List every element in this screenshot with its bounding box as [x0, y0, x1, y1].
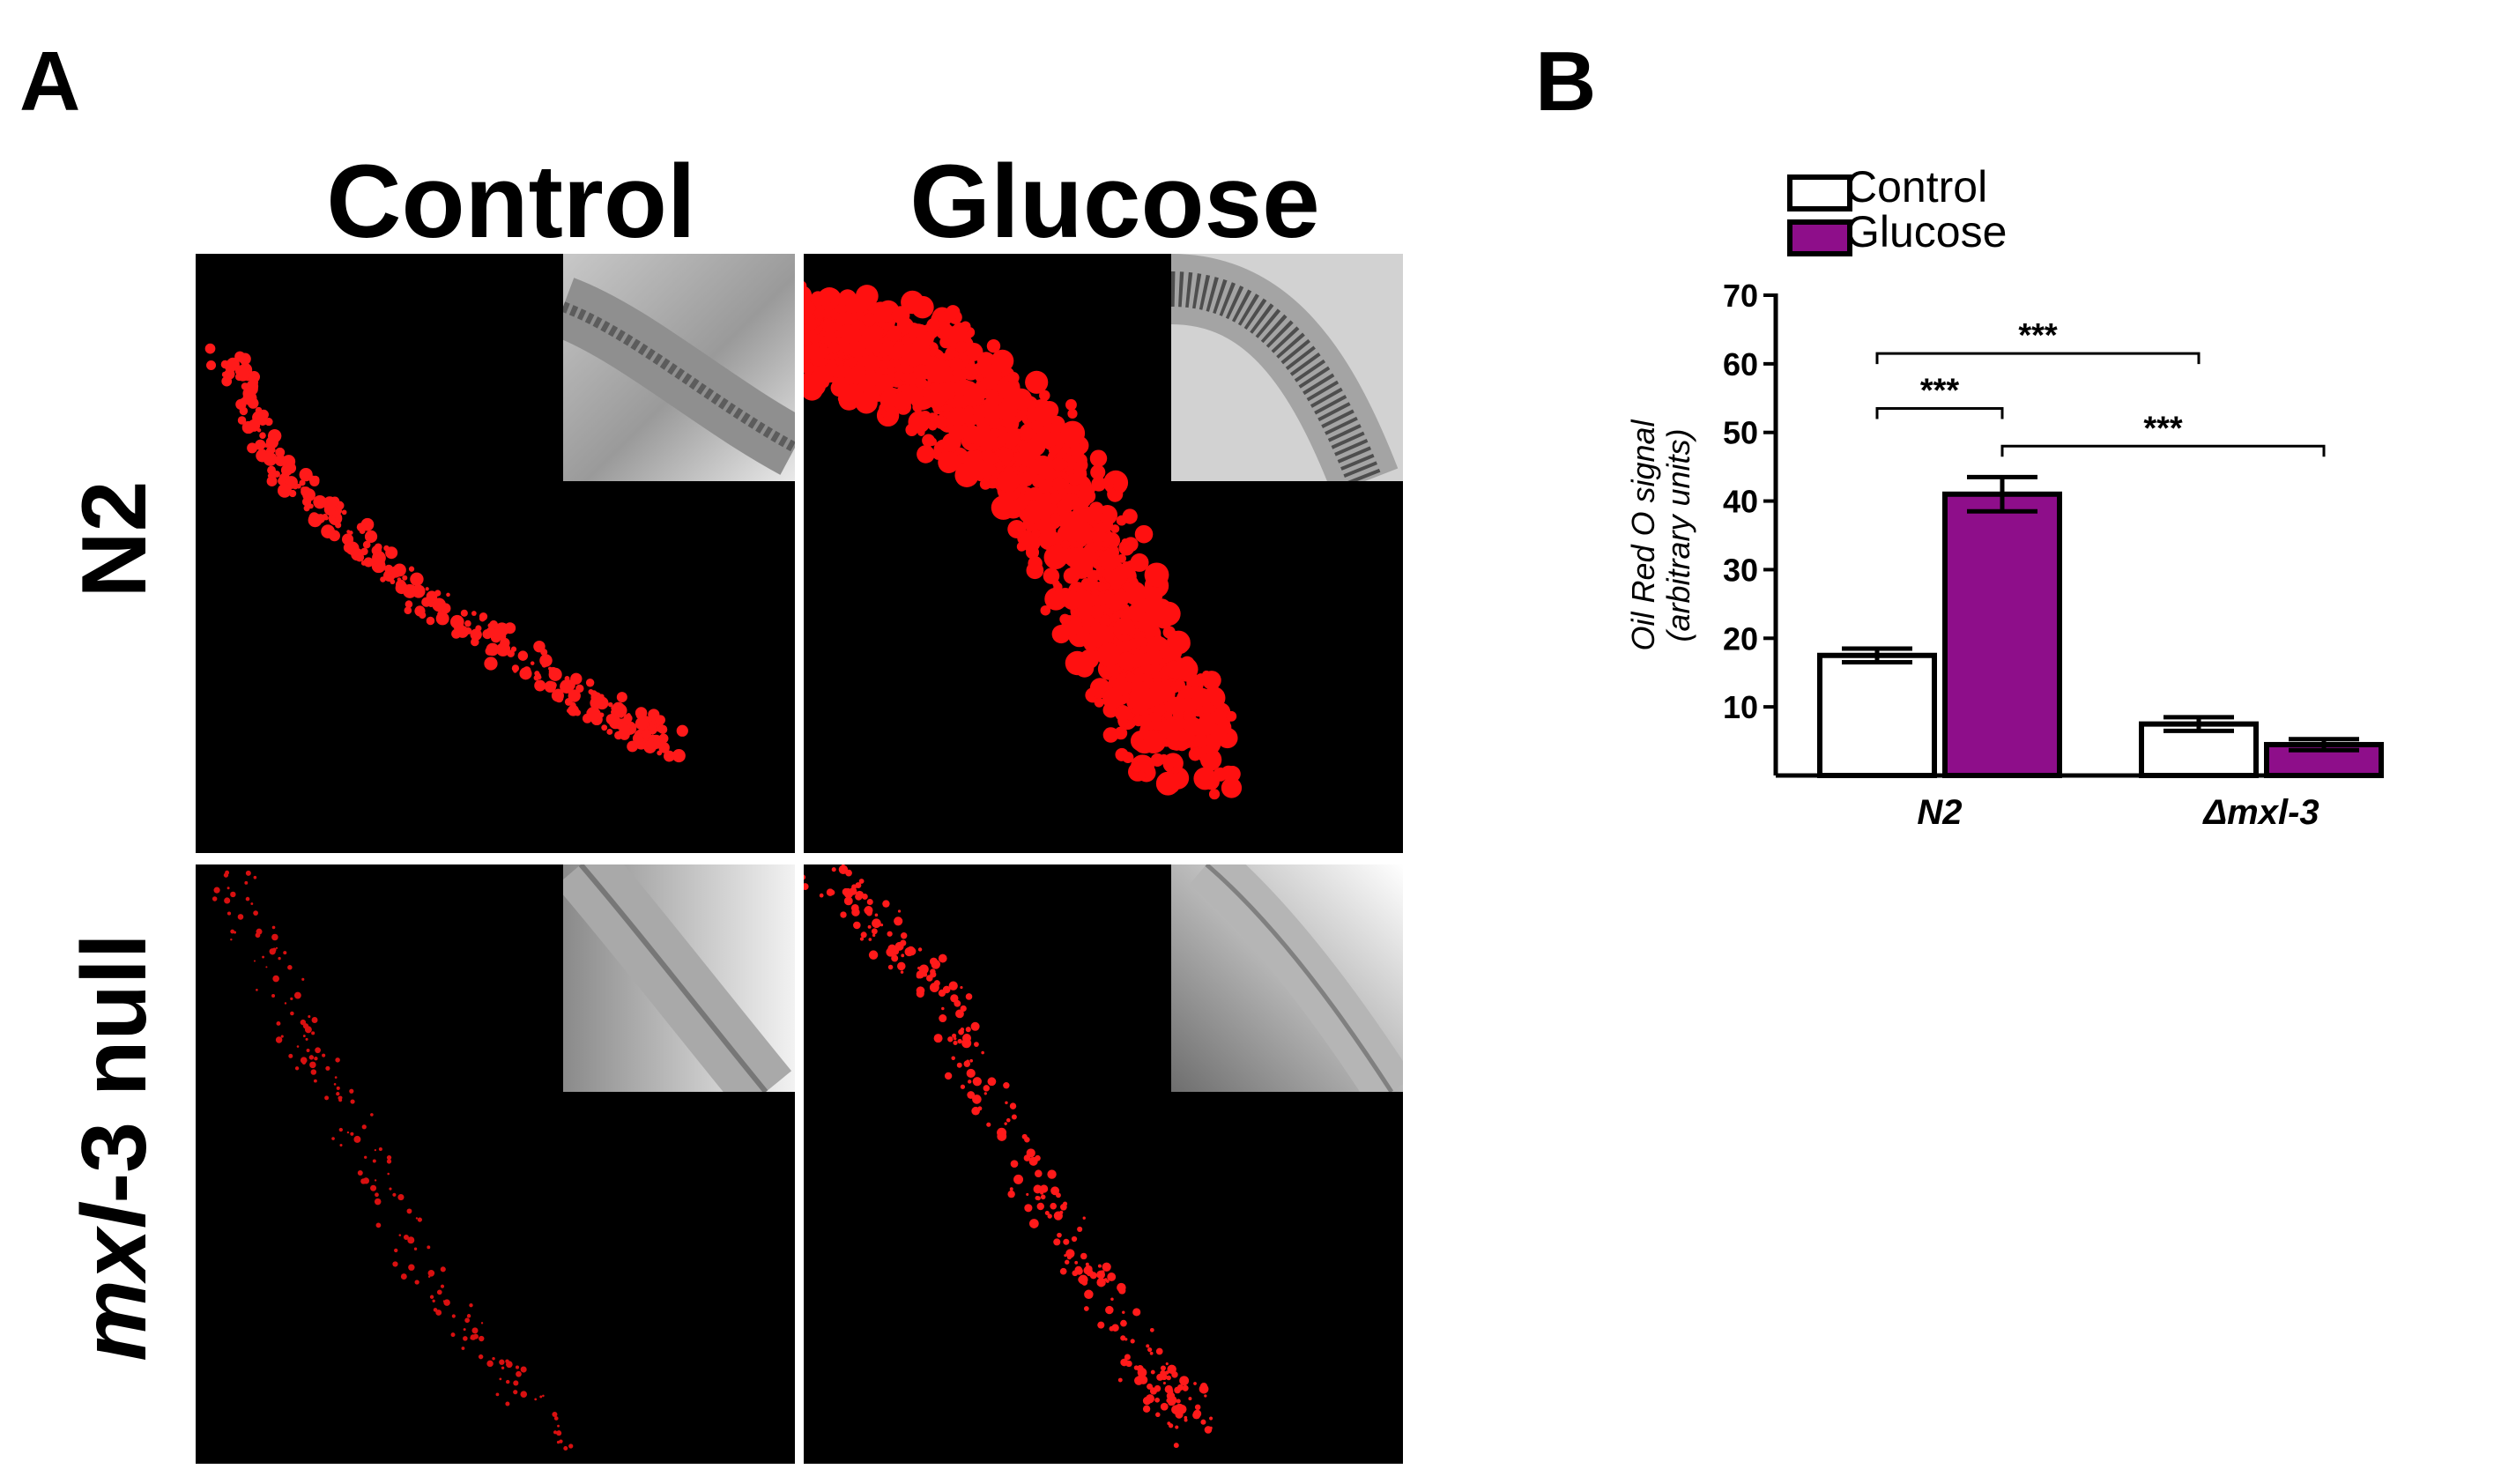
- y-axis-title: Oil Red O signal(arbitrary units): [1625, 419, 1696, 650]
- panel-b-letter: B: [1535, 34, 1597, 129]
- bar-chart: 10 20 30 40 50 60 70 Oil Red O signal(arbitrary…: [1625, 278, 2384, 832]
- y-tick-label: 70: [1723, 278, 1758, 314]
- significance-bracket-1: [1875, 352, 2201, 365]
- legend-swatch-glucose: [1787, 219, 1852, 256]
- lipid-signal-n2-glucose: [804, 281, 1243, 800]
- significance-bracket-2: [2000, 444, 2326, 457]
- y-tick-label: 20: [1723, 620, 1758, 657]
- microscopy-grid: [196, 254, 1403, 1464]
- brightfield-inset-n2-control: [563, 254, 795, 481]
- x-tick-label-0: N2: [1917, 793, 1962, 832]
- lipid-signal-mxl3-control: [212, 870, 574, 1451]
- significance-label-1: ***: [2018, 317, 2058, 354]
- brightfield-inset-mxl3-glucose: [1171, 864, 1403, 1092]
- panel-a-letter: A: [19, 34, 81, 129]
- y-tick-label: 40: [1723, 484, 1758, 520]
- y-axis-title-line: (arbitrary units): [1660, 428, 1696, 642]
- brightfield-inset-mxl3-control: [563, 864, 795, 1092]
- y-tick-label: 30: [1723, 552, 1758, 588]
- significance-label-0: ***: [1920, 372, 1960, 409]
- significance-bracket-0: [1875, 406, 2004, 419]
- bar-0-1: [1942, 491, 2062, 778]
- image-mxl3-control: [196, 864, 795, 1464]
- image-n2-control: [196, 254, 795, 853]
- legend-label-control: Control: [1845, 162, 1988, 211]
- column-title-glucose: Glucose: [909, 144, 1320, 260]
- row-label-mxl3-null: mxl-3 null: [63, 848, 166, 1447]
- row-label-n2-text: N2: [63, 480, 166, 598]
- row-label-mxl-italic: mxl: [63, 1203, 166, 1362]
- row-label-mxl-suffix: -3 null: [63, 933, 166, 1204]
- legend-label-glucose: Glucose: [1845, 207, 2008, 256]
- legend-swatch-control: [1787, 174, 1852, 211]
- significance-label-2: ***: [2143, 410, 2183, 447]
- lipid-signal-n2-control: [204, 343, 688, 763]
- y-tick-label: 10: [1723, 689, 1758, 725]
- image-n2-glucose: [804, 254, 1403, 853]
- brightfield-inset-n2-glucose: [1171, 254, 1403, 481]
- image-mxl3-glucose: [804, 864, 1403, 1464]
- row-label-n2: N2: [63, 240, 166, 839]
- x-tick-label-1: Δmxl-3: [2201, 793, 2319, 832]
- y-tick-label: 60: [1723, 346, 1758, 382]
- y-tick-label: 50: [1723, 415, 1758, 451]
- y-axis-title-line: Oil Red O signal: [1625, 419, 1661, 650]
- bar-0-0: [1817, 652, 1937, 778]
- lipid-signal-mxl3-glucose: [804, 864, 1213, 1449]
- column-title-control: Control: [326, 144, 696, 260]
